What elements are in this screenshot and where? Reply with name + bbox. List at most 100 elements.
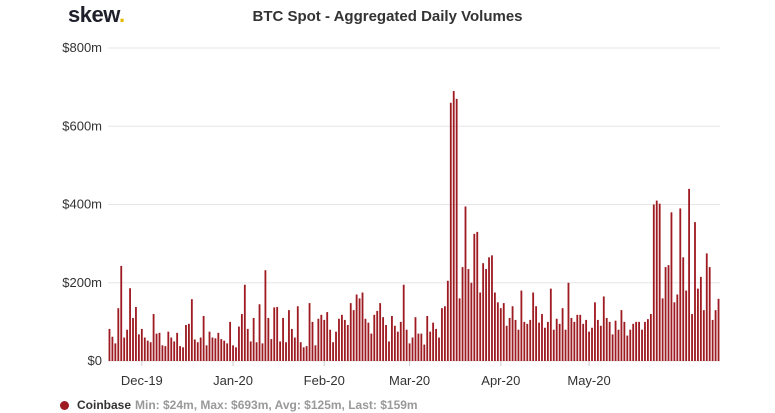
bar[interactable] [161, 345, 164, 361]
bar[interactable] [555, 318, 558, 361]
bar[interactable] [279, 341, 282, 361]
bar[interactable] [617, 329, 620, 361]
bar[interactable] [255, 342, 258, 361]
bar[interactable] [296, 306, 299, 361]
bar[interactable] [176, 332, 179, 361]
bar[interactable] [188, 323, 190, 361]
bar[interactable] [120, 265, 123, 361]
bar[interactable] [435, 328, 437, 361]
bar[interactable] [343, 319, 346, 361]
bar[interactable] [388, 341, 390, 361]
bar[interactable] [476, 231, 479, 361]
bar[interactable] [541, 314, 543, 361]
bar[interactable] [626, 335, 629, 361]
bar[interactable] [396, 331, 399, 361]
bar[interactable] [391, 316, 393, 361]
bar[interactable] [494, 292, 496, 361]
bar[interactable] [496, 302, 499, 361]
bar[interactable] [282, 317, 284, 361]
bar[interactable] [146, 340, 149, 361]
bar[interactable] [526, 323, 529, 361]
bar[interactable] [667, 265, 670, 361]
bar[interactable] [126, 329, 129, 361]
bar[interactable] [679, 208, 682, 361]
bar[interactable] [232, 345, 234, 361]
bar[interactable] [311, 321, 314, 362]
bar[interactable] [699, 276, 702, 361]
bar[interactable] [564, 329, 567, 361]
bar[interactable] [246, 328, 249, 361]
bar[interactable] [517, 329, 520, 361]
bar[interactable] [317, 318, 320, 361]
bar[interactable] [190, 299, 193, 361]
bar[interactable] [443, 306, 446, 361]
bar[interactable] [205, 345, 208, 361]
bar[interactable] [417, 333, 420, 361]
bar[interactable] [608, 321, 611, 362]
bar[interactable] [570, 317, 573, 361]
bar[interactable] [644, 321, 646, 362]
bar[interactable] [170, 337, 173, 361]
bar[interactable] [658, 203, 661, 361]
bar[interactable] [446, 280, 449, 361]
bar[interactable] [208, 331, 211, 361]
bar[interactable] [449, 102, 452, 361]
bar[interactable] [697, 288, 699, 361]
bar[interactable] [179, 346, 181, 361]
bar[interactable] [376, 310, 379, 361]
bar[interactable] [211, 337, 214, 361]
bar[interactable] [226, 343, 229, 361]
bar[interactable] [238, 326, 240, 361]
bar[interactable] [629, 329, 632, 361]
bar[interactable] [596, 319, 599, 361]
bar[interactable] [582, 323, 585, 361]
bar[interactable] [290, 328, 293, 361]
bar[interactable] [532, 292, 535, 361]
bar[interactable] [114, 343, 117, 361]
bar[interactable] [305, 346, 308, 361]
bar[interactable] [270, 339, 273, 361]
bar[interactable] [240, 314, 243, 361]
bar[interactable] [529, 319, 532, 361]
bar[interactable] [346, 325, 349, 361]
bar[interactable] [561, 308, 564, 361]
bar[interactable] [149, 342, 152, 361]
bar[interactable] [670, 212, 673, 361]
bar[interactable] [385, 325, 387, 361]
bar[interactable] [243, 284, 246, 361]
bar[interactable] [155, 333, 158, 361]
bar[interactable] [173, 341, 176, 361]
bar[interactable] [158, 332, 161, 361]
bar[interactable] [711, 319, 714, 361]
bar[interactable] [379, 303, 382, 361]
bar[interactable] [288, 310, 290, 361]
bar[interactable] [538, 322, 540, 361]
bar[interactable] [717, 298, 720, 361]
bar[interactable] [349, 303, 352, 361]
bar[interactable] [661, 298, 664, 361]
bar[interactable] [694, 222, 696, 361]
bar[interactable] [458, 298, 461, 361]
bar[interactable] [393, 325, 396, 361]
bar[interactable] [220, 339, 223, 361]
bar[interactable] [544, 327, 546, 361]
bar[interactable] [261, 343, 264, 361]
bar[interactable] [267, 317, 270, 361]
bar[interactable] [579, 314, 582, 361]
bar[interactable] [602, 296, 605, 361]
bar[interactable] [673, 302, 676, 361]
bar[interactable] [299, 342, 302, 361]
bar[interactable] [411, 337, 414, 361]
bar[interactable] [488, 257, 490, 361]
bar[interactable] [614, 320, 617, 361]
bar[interactable] [685, 290, 688, 361]
bar[interactable] [140, 328, 143, 361]
bar[interactable] [341, 314, 343, 361]
bar[interactable] [505, 325, 508, 361]
bar[interactable] [182, 347, 184, 361]
bar[interactable] [338, 318, 340, 361]
bar[interactable] [455, 98, 458, 362]
bar[interactable] [373, 314, 376, 361]
bar[interactable] [705, 253, 708, 361]
bar[interactable] [143, 337, 146, 361]
